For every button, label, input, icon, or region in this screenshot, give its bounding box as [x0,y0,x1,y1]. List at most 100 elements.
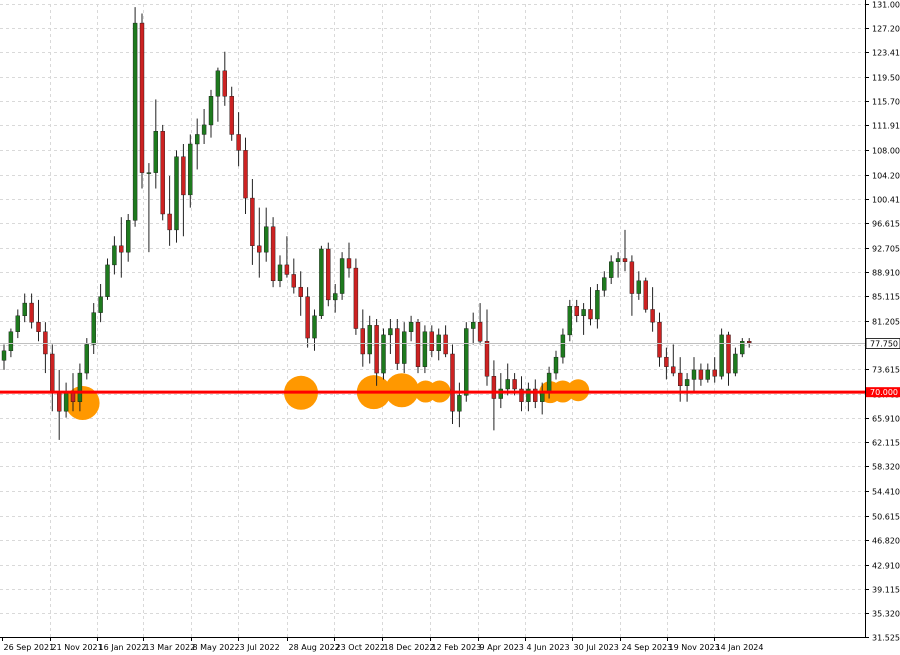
candle-body [395,328,400,364]
candle [595,283,600,329]
candle-body [402,331,407,364]
candle [429,325,434,358]
candle-body [181,156,186,196]
y-tick-label: 81.205 [872,318,900,327]
candle [498,373,503,409]
x-tick-label: 21 Nov 2021 [52,643,103,652]
candle [609,255,614,284]
candle-body [8,331,14,352]
y-tick-label: 46.820 [872,537,900,546]
candle [119,217,124,278]
axis-labels: 131.000 127.205 123.410 119.500 115.705 111.9… [4,1,900,652]
candle-body [298,286,303,297]
candle-body [629,261,635,294]
candle-body [581,309,586,317]
candle [326,242,331,307]
y-tick-label: 39.115 [872,586,900,595]
candle-body [194,134,200,145]
candle-body [84,344,90,374]
candle-body [595,290,600,320]
candle [450,344,455,424]
x-tick-label: 16 Jan 2022 [99,643,147,652]
y-tick-label: 42.910 [872,562,900,571]
candle-body [588,309,593,320]
candle-body [657,321,662,358]
candle [243,137,248,214]
candle-body [319,248,324,317]
candle-body [160,131,165,215]
candle [615,252,621,278]
y-tick-label: 50.615 [872,513,900,522]
candle [167,175,172,246]
candle-body [574,306,579,317]
candle [747,338,752,348]
x-tick-label: 13 Mar 2022 [145,643,196,652]
candle [422,325,428,374]
candle [146,163,152,253]
candle-body [236,134,241,151]
candle-body [553,356,559,374]
x-tick-label: 28 Aug 2022 [289,643,340,652]
candle-body [243,150,248,199]
candle-body [526,388,531,402]
candle-body [215,70,221,97]
candle-body [498,388,503,399]
candle [29,293,34,329]
candle [553,350,559,380]
candle [643,277,648,313]
candle [581,303,586,335]
candle [678,357,683,402]
candle-body [546,372,552,393]
candle-body [698,369,704,380]
current-price-label: 77.750 [870,340,898,349]
candle [98,283,103,323]
candle-body [291,274,296,288]
candle [1,344,7,370]
candle-body [450,353,455,412]
candle-body [29,302,34,323]
x-tick-label: 9 Apr 2023 [480,643,524,652]
candle [657,312,662,367]
candle-body [602,277,607,291]
candle-body [284,264,290,275]
candle-body [464,328,469,396]
candle [91,303,96,354]
candle [153,99,159,189]
candle [319,245,324,319]
candle [222,51,228,106]
candle-body [132,22,138,221]
level-touch-circle [567,379,590,402]
current-price-tag [865,338,900,349]
candle [374,318,379,386]
y-tick-label: 58.320 [872,463,900,472]
candle [77,363,83,412]
y-tick-label: 108.000 [872,147,900,156]
x-tick-label: 30 Jul 2023 [574,643,619,652]
y-tick-label: 92.705 [872,245,900,254]
candle-body [43,331,48,355]
candle-body [477,321,483,342]
y-tick-label: 131.000 [872,1,900,10]
candle-body [533,388,538,402]
candle-body [257,245,262,253]
candle [712,357,717,383]
candle [491,360,497,431]
candle-body [664,356,669,367]
candle [684,373,690,402]
candle [636,271,641,300]
candle-body [747,341,752,344]
y-tick-label: 65.910 [872,415,900,424]
candle-body [15,315,21,332]
candle [160,124,165,221]
candle-body [353,267,359,329]
candle-body [312,315,317,339]
y-tick-label: 88.910 [872,269,900,278]
candle [388,318,393,354]
candle-body [422,331,428,367]
candle [8,328,14,358]
candle [15,309,21,339]
candle [381,328,386,380]
x-tick-label: 19 Nov 2023 [669,643,720,652]
candle-body [643,280,648,310]
candle-body [250,197,255,247]
